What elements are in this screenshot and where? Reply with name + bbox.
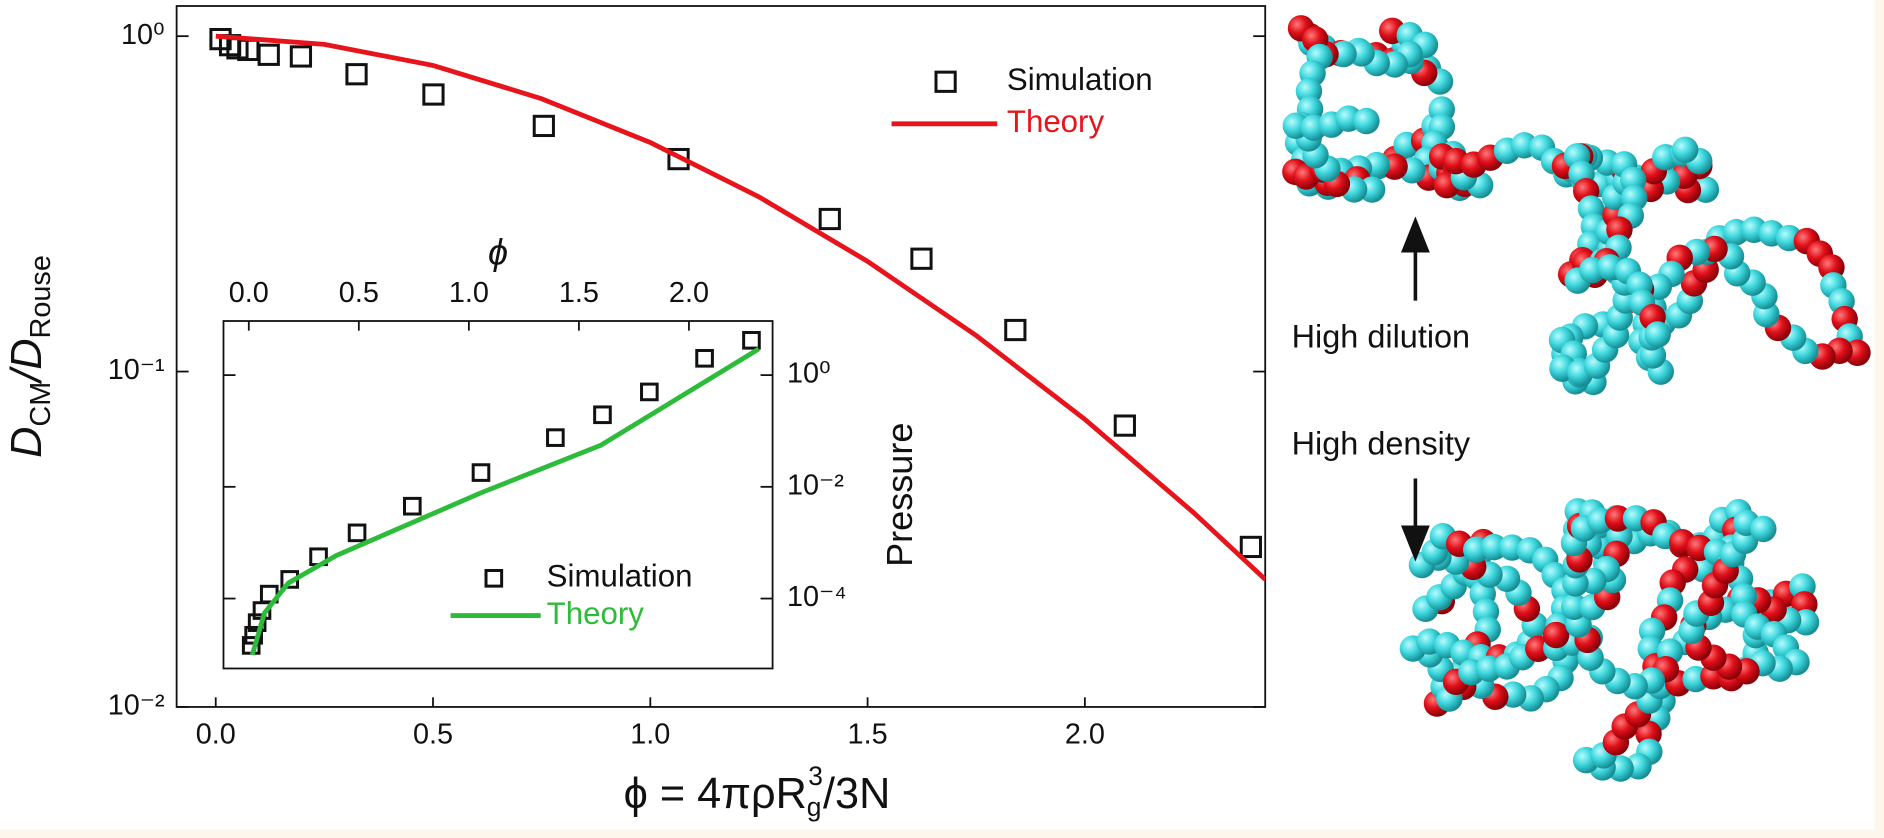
- x-tick-label: 1.0: [449, 277, 489, 309]
- data-point: [1239, 535, 1262, 559]
- data-point: [403, 496, 422, 516]
- y-axis-label-part: Rouse: [25, 255, 57, 338]
- legend-marker: [934, 70, 957, 93]
- data-line: [215, 33, 1266, 582]
- legend-label: Theory: [547, 596, 645, 631]
- data-point: [532, 114, 555, 138]
- x-axis-label-part: 3: [808, 761, 823, 791]
- x-tick-label: 1.5: [559, 277, 599, 309]
- data-point: [640, 382, 659, 402]
- x-axis-label: ϕ: [488, 231, 508, 272]
- x-tick-label: 0.0: [229, 277, 269, 309]
- data-line: [250, 346, 761, 656]
- data-point: [345, 63, 368, 86]
- data-point: [471, 463, 491, 482]
- y-axis-label-part: CM: [25, 382, 57, 427]
- x-tick-label: 1.0: [630, 718, 670, 750]
- annotation: High density: [1292, 426, 1471, 462]
- plots: 0.0 0.5 1.0 1.5 2.0 10⁰ 10⁻¹ 10⁻² DCM/DRouse ϕ = …: [3, 5, 1267, 822]
- polymer-illustration: [1282, 15, 1871, 782]
- data-point: [546, 428, 565, 447]
- y-tick-label: 10⁰: [121, 19, 165, 51]
- legend-label: Simulation: [547, 559, 693, 594]
- x-tick-label: 2.0: [1065, 718, 1105, 750]
- data-point: [818, 207, 841, 231]
- y-tick-label: 10⁻¹: [108, 354, 165, 386]
- y-axis-label: DCM/DRouse: [3, 255, 56, 458]
- bead: [1644, 321, 1671, 348]
- data-point: [422, 83, 445, 106]
- bead: [1671, 136, 1699, 164]
- data-point: [1113, 414, 1136, 437]
- y-tick-label: 10⁻²: [787, 469, 844, 501]
- data-point: [593, 405, 612, 425]
- x-tick-label: 0.5: [413, 718, 453, 750]
- legend-label: Simulation: [1007, 62, 1153, 97]
- y-tick-label: 10⁻⁴: [787, 581, 847, 613]
- data-point: [742, 330, 761, 350]
- y-tick-label: 10⁻²: [108, 690, 165, 722]
- x-tick-label: 2.0: [669, 277, 709, 309]
- plot-frame: [175, 5, 1267, 708]
- x-axis-label-part: /3N: [823, 771, 890, 819]
- bead: [1353, 107, 1380, 135]
- chart: 0.0 0.5 1.0 1.5 2.0 10⁰ 10⁻² 10⁻⁴ Pressure ϕ Simul…: [222, 231, 920, 670]
- data-point: [695, 348, 714, 368]
- bead: [1750, 515, 1777, 543]
- bead: [1542, 621, 1570, 649]
- y-axis-label: Pressure: [879, 423, 920, 567]
- x-axis-label-part: ϕ = 4πρR: [624, 771, 807, 819]
- legend-marker: [484, 568, 504, 588]
- legend-label: Theory: [1007, 104, 1105, 139]
- data-point: [289, 45, 313, 68]
- x-tick-label: 0.5: [339, 277, 379, 309]
- x-axis-label-part: g: [807, 792, 822, 822]
- x-tick-label: 0.0: [196, 718, 236, 750]
- data-point: [347, 523, 367, 543]
- data-point: [257, 43, 280, 66]
- chart: 0.0 0.5 1.0 1.5 2.0 10⁰ 10⁻¹ 10⁻² DCM/DRouse ϕ = …: [3, 5, 1267, 822]
- annotation: High dilution: [1292, 319, 1470, 355]
- data-point: [910, 247, 933, 270]
- x-axis-label: ϕ = 4πρRg3/3N: [624, 761, 891, 822]
- y-axis-label-part: /D: [3, 338, 51, 384]
- y-axis-label-part: D: [3, 427, 51, 458]
- y-tick-label: 10⁰: [787, 358, 831, 390]
- x-tick-label: 1.5: [848, 718, 888, 750]
- data-point: [1004, 318, 1027, 342]
- plot-frame: [222, 320, 774, 670]
